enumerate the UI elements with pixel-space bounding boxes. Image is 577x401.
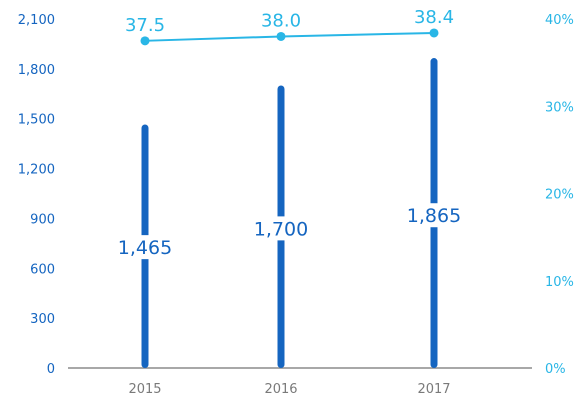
line-value-label: 38.0	[261, 10, 301, 31]
right-tick-label: 0%	[545, 362, 566, 377]
left-tick-label: 1,500	[18, 113, 55, 128]
bar-value-label: 1,465	[118, 237, 172, 259]
percentage-value-labels: 37.5 38.0 38.4	[125, 7, 454, 36]
bar-value-label: 1,865	[407, 205, 461, 227]
x-tick-label: 2016	[264, 382, 297, 397]
bars	[141, 58, 438, 369]
bar-value-labels: 1,465 1,700 1,865	[113, 203, 466, 260]
left-tick-label: 900	[30, 212, 55, 227]
left-tick-label: 1,200	[18, 163, 55, 178]
left-tick-label: 600	[30, 262, 55, 277]
line-point	[276, 31, 286, 41]
bar-label-background	[249, 216, 313, 241]
line-point	[140, 36, 150, 46]
percentage-line	[144, 31, 435, 42]
right-tick-label: 10%	[545, 275, 574, 290]
right-axis-ticks: 0% 10% 20% 30% 40%	[545, 13, 574, 377]
right-tick-label: 20%	[545, 188, 574, 203]
percentage-line-series	[140, 28, 439, 46]
bar-value-label: 1,700	[254, 218, 308, 240]
bar-label-background	[113, 235, 177, 260]
line-point	[429, 28, 439, 38]
x-axis-ticks: 2015 2016 2017	[128, 382, 450, 397]
bar-label-background	[402, 203, 466, 228]
right-tick-label: 40%	[545, 13, 574, 28]
left-tick-label: 0	[47, 362, 55, 377]
line-value-label: 37.5	[125, 15, 165, 36]
x-tick-label: 2015	[128, 382, 161, 397]
left-tick-label: 1,800	[18, 63, 55, 78]
line-value-label: 38.4	[414, 7, 454, 28]
x-tick-label: 2017	[417, 382, 450, 397]
left-tick-label: 300	[30, 312, 55, 327]
left-tick-label: 2,100	[18, 13, 55, 28]
left-axis-ticks: 0 300 600 900 1,200 1,500 1,800 2,100	[18, 13, 55, 377]
right-tick-label: 30%	[545, 100, 574, 115]
